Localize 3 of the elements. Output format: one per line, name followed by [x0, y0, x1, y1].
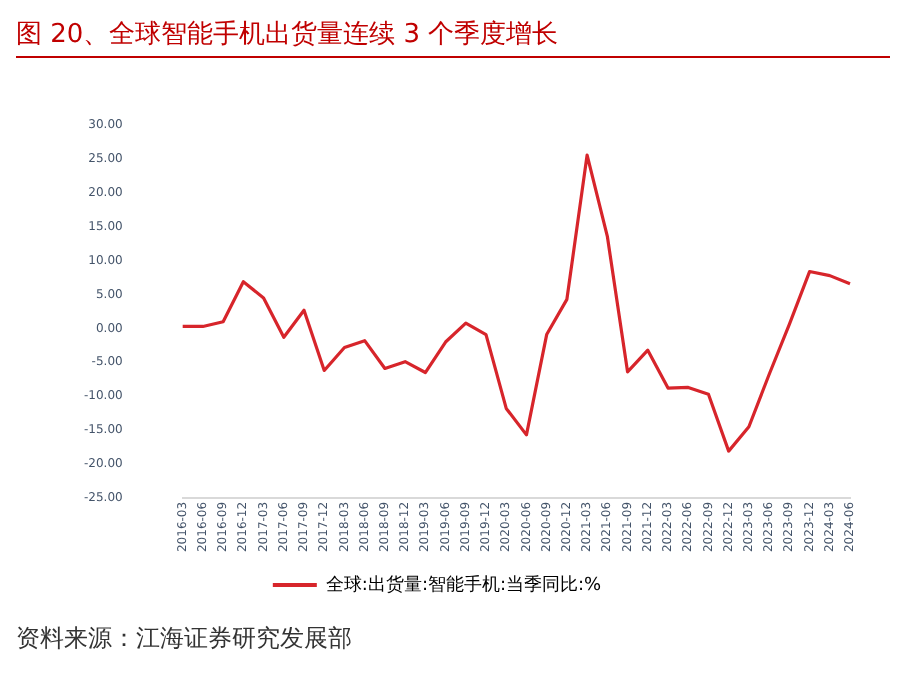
legend-label: 全球:出货量:智能手机:当季同比:%	[325, 573, 603, 596]
text: 资料来源：江海证券研究发展部	[16, 622, 354, 656]
chart-title: 图 20、全球智能手机出货量连续 3 个季度增长	[16, 16, 890, 58]
